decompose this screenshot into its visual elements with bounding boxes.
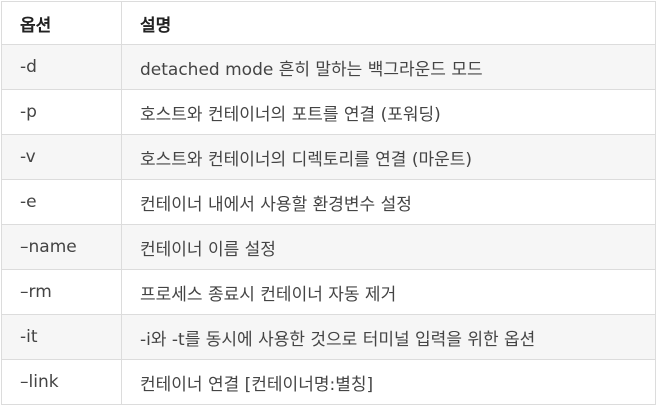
table-row: –name 컨테이너 이름 설정 <box>1 224 656 270</box>
option-cell: -it <box>1 314 122 360</box>
description-cell: 컨테이너 연결 [컨테이너명:별칭] <box>121 359 656 405</box>
description-cell: 컨테이너 이름 설정 <box>121 224 656 270</box>
table-row: -it -i와 -t를 동시에 사용한 것으로 터미널 입력을 위한 옵션 <box>1 314 656 360</box>
table-row: -e 컨테이너 내에서 사용할 환경변수 설정 <box>1 179 656 225</box>
option-cell: -v <box>1 134 122 180</box>
description-cell: 프로세스 종료시 컨테이너 자동 제거 <box>121 269 656 315</box>
table-row: –link 컨테이너 연결 [컨테이너명:별칭] <box>1 359 656 405</box>
table-row: -d detached mode 흔히 말하는 백그라운드 모드 <box>1 44 656 90</box>
options-table: 옵션 설명 -d detached mode 흔히 말하는 백그라운드 모드 -… <box>1 1 656 405</box>
header-description: 설명 <box>121 1 656 45</box>
description-cell: 호스트와 컨테이너의 디렉토리를 연결 (마운트) <box>121 134 656 180</box>
options-table-container: 옵션 설명 -d detached mode 흔히 말하는 백그라운드 모드 -… <box>1 1 656 405</box>
option-cell: –rm <box>1 269 122 315</box>
description-cell: detached mode 흔히 말하는 백그라운드 모드 <box>121 44 656 90</box>
table-row: -p 호스트와 컨테이너의 포트를 연결 (포워딩) <box>1 89 656 135</box>
description-cell: 컨테이너 내에서 사용할 환경변수 설정 <box>121 179 656 225</box>
option-cell: –link <box>1 359 122 405</box>
option-cell: –name <box>1 224 122 270</box>
option-cell: -e <box>1 179 122 225</box>
option-cell: -p <box>1 89 122 135</box>
table-row: -v 호스트와 컨테이너의 디렉토리를 연결 (마운트) <box>1 134 656 180</box>
table-row: –rm 프로세스 종료시 컨테이너 자동 제거 <box>1 269 656 315</box>
header-option: 옵션 <box>1 1 122 45</box>
description-cell: 호스트와 컨테이너의 포트를 연결 (포워딩) <box>121 89 656 135</box>
description-cell: -i와 -t를 동시에 사용한 것으로 터미널 입력을 위한 옵션 <box>121 314 656 360</box>
table-header-row: 옵션 설명 <box>1 1 656 45</box>
option-cell: -d <box>1 44 122 90</box>
